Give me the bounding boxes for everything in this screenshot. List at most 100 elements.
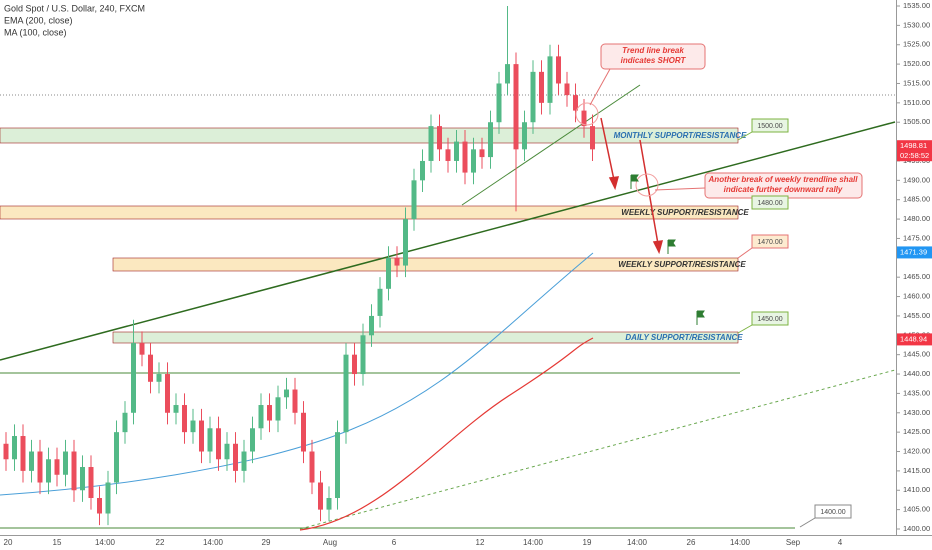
y-tick-label: 1455.00: [903, 311, 930, 320]
level-boxes: 1500.00 1480.00 1470.00 1450.00 1400.00: [737, 118, 852, 528]
note: Another break of weekly trendline shall: [708, 175, 859, 184]
candle-body: [139, 343, 145, 355]
note-pointer: [589, 68, 611, 106]
x-tick-label: 20: [4, 538, 13, 547]
y-tick-label: 1410.00: [903, 485, 930, 494]
x-tick-label: Aug: [323, 538, 337, 547]
y-tick-label: 1405.00: [903, 505, 930, 514]
candle-body: [54, 459, 60, 475]
level-label: 1500.00: [757, 123, 782, 130]
x-tick-label: 14:00: [523, 538, 544, 547]
y-tick-label: 1485.00: [903, 195, 930, 204]
zone: [0, 127, 739, 144]
zone: [112, 257, 739, 272]
symbol-title: Gold Spot / U.S. Dollar, 240, FXCM: [4, 3, 145, 13]
candle-body: [190, 420, 196, 433]
y-tick-label: 1490.00: [903, 175, 930, 184]
candle-body: [437, 126, 442, 150]
candle-body: [80, 467, 85, 491]
candle-body: [462, 141, 468, 173]
candle-body: [420, 160, 425, 181]
candle-body: [530, 71, 536, 123]
candle-body: [12, 436, 17, 460]
level-label: 1450.00: [757, 316, 782, 323]
candle-body: [241, 451, 247, 471]
x-tick-label: 14:00: [627, 538, 648, 547]
candle-body: [352, 354, 357, 375]
candle-body: [284, 389, 289, 398]
candle-body: [590, 126, 595, 150]
candle-body: [326, 498, 332, 510]
candle-body: [411, 180, 417, 220]
candle-body: [275, 397, 281, 421]
candle-body: [88, 467, 94, 499]
indicator: MA (100, close): [4, 27, 67, 37]
y-tick-label: 1520.00: [903, 59, 930, 68]
candle-body: [547, 56, 553, 103]
candle-body: [267, 405, 272, 421]
candle-body: [309, 451, 315, 483]
candle-body: [182, 405, 187, 433]
candle-body: [301, 412, 306, 452]
candle-body: [343, 354, 349, 433]
candle-body: [445, 149, 451, 161]
candle-body: [471, 149, 476, 173]
note-box: [600, 43, 706, 70]
x-tick-label: 6: [392, 538, 397, 547]
candle-body: [573, 95, 578, 111]
y-tick-label: 1465.00: [903, 272, 930, 281]
y-tick-label: 1425.00: [903, 427, 930, 436]
candle-body: [513, 64, 519, 150]
legend-bg: [0, 0, 150, 40]
candle-body: [488, 122, 493, 158]
zone-label: WEEKLY SUPPORT/RESISTANCE: [618, 260, 746, 269]
candle-body: [97, 498, 102, 514]
y-tick-label: 1430.00: [903, 408, 930, 417]
y-tick-label: 1435.00: [903, 388, 930, 397]
candle-body: [3, 443, 9, 460]
candle-body: [71, 451, 77, 491]
zone: [112, 331, 739, 344]
candle-body: [199, 420, 204, 452]
x-tick-label: 22: [156, 538, 165, 547]
level-label: 1470.00: [757, 239, 782, 246]
x-tick-label: 14:00: [95, 538, 116, 547]
candle-body: [581, 110, 587, 127]
candle-body: [292, 389, 298, 413]
zone: [0, 205, 739, 220]
candle-body: [148, 354, 153, 382]
candle-body: [428, 126, 434, 161]
ma-line: [0, 252, 594, 496]
ema-line: [299, 337, 594, 531]
y-tick-label: 1535.00: [903, 1, 930, 10]
x-tick-label: 19: [583, 538, 592, 547]
price-tag-label: 1448.94: [900, 334, 927, 343]
candle-body: [46, 459, 51, 483]
x-tick-label: 14:00: [203, 538, 224, 547]
flags: [630, 174, 705, 325]
price-tag-label: 1471.39: [900, 247, 927, 256]
candle-body: [224, 443, 230, 460]
candle-body: [258, 405, 264, 429]
candle-body: [37, 451, 43, 483]
candle-body: [165, 374, 170, 413]
candle-body: [556, 56, 561, 84]
price-tag: [897, 333, 932, 346]
candle-body: [233, 443, 238, 471]
arrows: [600, 117, 664, 255]
zone-label: DAILY SUPPORT/RESISTANCE: [625, 333, 743, 342]
candle-body: [131, 343, 136, 413]
candle-body: [564, 83, 570, 96]
y-tick-label: 1460.00: [903, 292, 930, 301]
y-tick-label: 1505.00: [903, 117, 930, 126]
candle-body: [173, 405, 179, 413]
price-axis: [897, 0, 932, 550]
candle-body: [156, 374, 162, 382]
note: indicate further downward rally: [724, 185, 843, 194]
x-tick-label: Sep: [786, 538, 801, 547]
x-tick-label: 15: [53, 538, 62, 547]
candle-body: [377, 288, 383, 316]
x-tick-label: 12: [476, 538, 485, 547]
price-tag: [897, 140, 932, 162]
